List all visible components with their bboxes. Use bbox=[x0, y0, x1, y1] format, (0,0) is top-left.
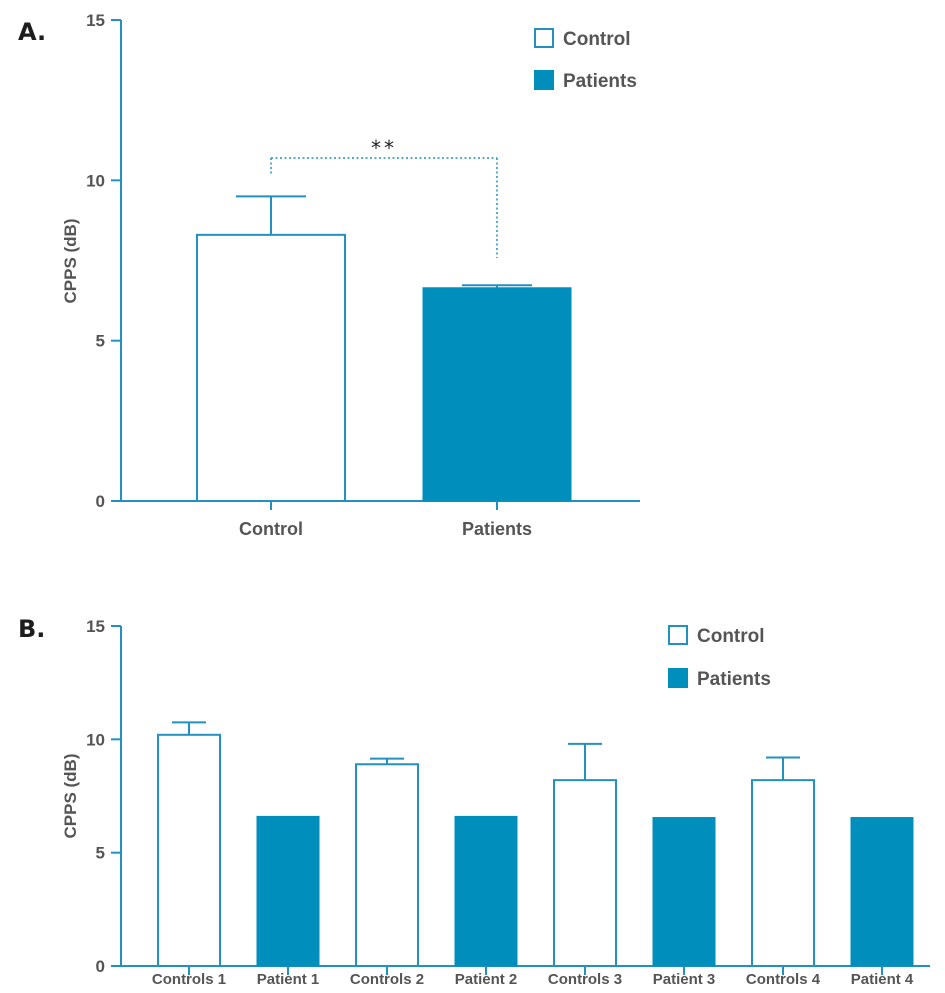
bar bbox=[422, 287, 572, 502]
x-tick-label: Controls 1 bbox=[152, 971, 226, 988]
y-tick-label: 10 bbox=[86, 171, 105, 190]
y-tick-label: 15 bbox=[86, 617, 105, 636]
legend-label-patients: Patients bbox=[697, 669, 771, 690]
bar bbox=[454, 815, 518, 967]
legend-swatch-control bbox=[668, 625, 688, 645]
x-tick-label: Controls 4 bbox=[746, 971, 821, 988]
x-tick-label: Patient 4 bbox=[851, 971, 914, 988]
bar bbox=[751, 779, 815, 968]
panel-label: B. bbox=[18, 615, 45, 643]
x-tick-label: Controls 2 bbox=[350, 971, 424, 988]
x-tick-label: Control bbox=[239, 519, 303, 539]
y-tick-label: 0 bbox=[96, 492, 105, 511]
y-tick-label: 15 bbox=[86, 11, 105, 30]
legend-label-control: Control bbox=[563, 29, 631, 50]
y-tick-label: 5 bbox=[96, 332, 105, 351]
x-tick-label: Patient 1 bbox=[257, 971, 320, 988]
legend-swatch-control bbox=[534, 28, 554, 48]
legend-label-control: Control bbox=[697, 626, 765, 647]
bar bbox=[196, 233, 346, 502]
y-tick-label: 10 bbox=[86, 730, 105, 749]
y-tick-label: 5 bbox=[96, 844, 105, 863]
bar bbox=[553, 779, 617, 968]
significance-marker: ** bbox=[371, 136, 397, 160]
legend-swatch-patients bbox=[668, 668, 688, 688]
legend-swatch-patients bbox=[534, 70, 554, 90]
bar bbox=[355, 763, 419, 967]
bar bbox=[256, 815, 320, 967]
panel-label: A. bbox=[18, 18, 46, 46]
y-axis-label: CPPS (dB) bbox=[61, 754, 80, 839]
legend-label-patients: Patients bbox=[563, 71, 637, 92]
x-tick-label: Patient 2 bbox=[455, 971, 518, 988]
bar bbox=[652, 817, 716, 967]
x-tick-label: Controls 3 bbox=[548, 971, 622, 988]
y-tick-label: 0 bbox=[96, 957, 105, 976]
x-tick-label: Patients bbox=[462, 519, 532, 539]
x-tick-label: Patient 3 bbox=[653, 971, 716, 988]
y-axis-label: CPPS (dB) bbox=[61, 219, 80, 304]
bar bbox=[850, 817, 914, 967]
bar bbox=[157, 733, 221, 967]
